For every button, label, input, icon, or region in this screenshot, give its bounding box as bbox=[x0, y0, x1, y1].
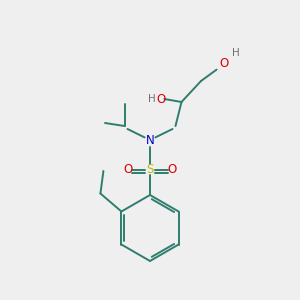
Text: N: N bbox=[146, 134, 154, 148]
Text: O: O bbox=[123, 163, 132, 176]
Text: H: H bbox=[148, 94, 156, 104]
Text: O: O bbox=[219, 56, 228, 70]
Text: H: H bbox=[232, 47, 239, 58]
Text: O: O bbox=[156, 92, 165, 106]
Text: O: O bbox=[168, 163, 177, 176]
Text: S: S bbox=[146, 163, 154, 176]
